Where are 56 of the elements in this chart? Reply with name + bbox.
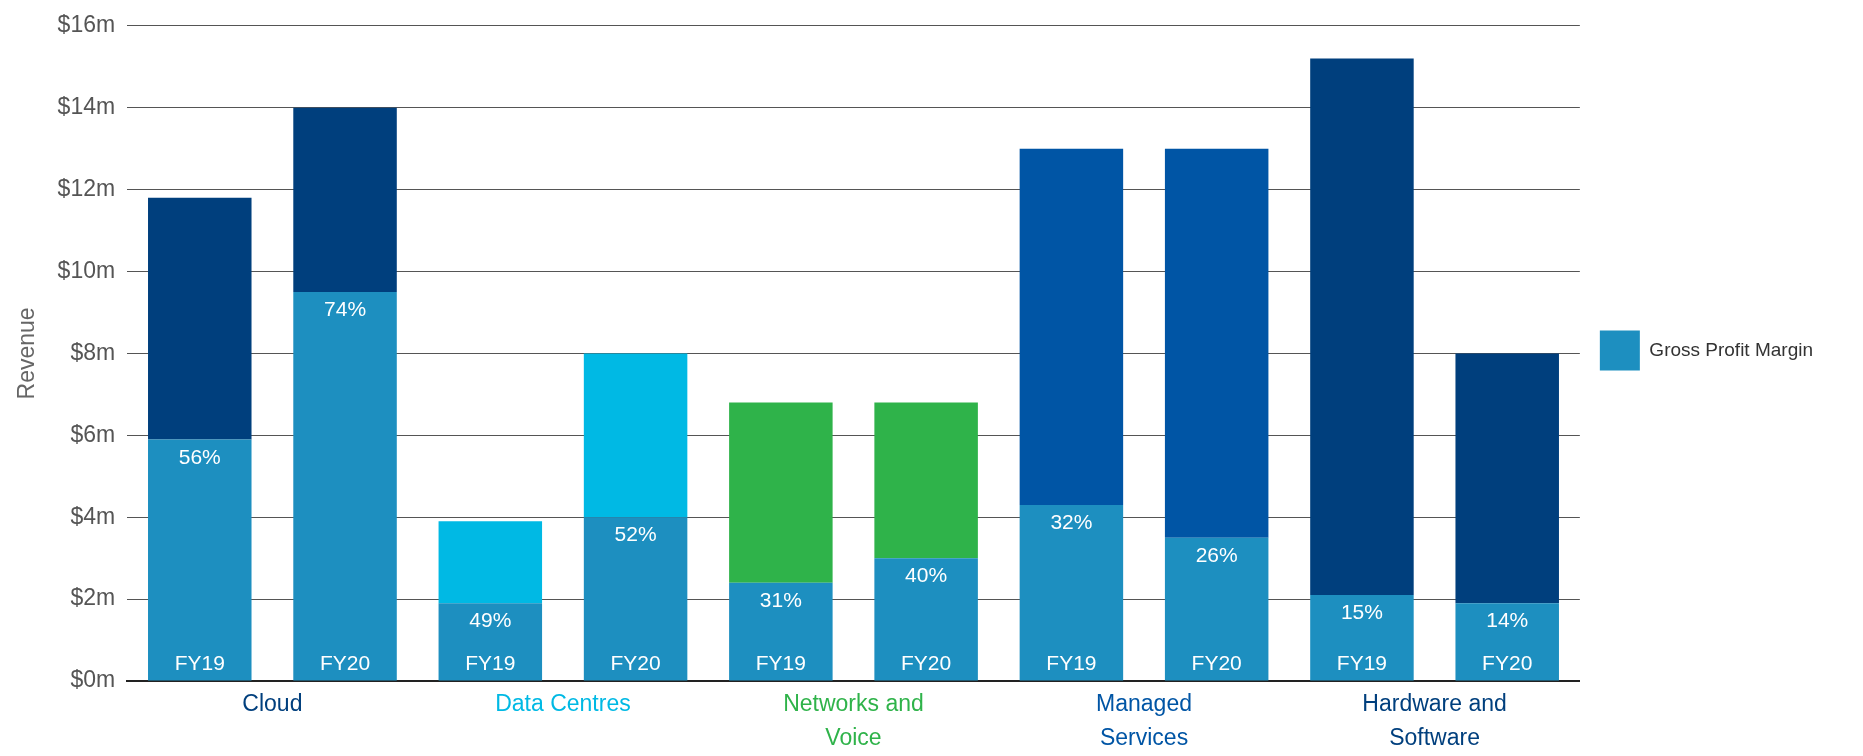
bar (1455, 603, 1559, 681)
x-tick-label: FY19 (755, 651, 806, 675)
bar (1310, 58, 1414, 596)
x-tick-label: FY19 (174, 651, 225, 675)
x-tick-label: FY20 (319, 651, 371, 675)
annotation: 49% (469, 608, 512, 632)
x-tick-label: FY20 (1482, 651, 1533, 675)
y-tick-label: $0m (70, 666, 116, 693)
annotation: 56% (178, 444, 221, 468)
annotation: 74% (324, 297, 367, 321)
annotation: 14% (1486, 608, 1529, 632)
bar (293, 291, 397, 681)
text: Cloud (242, 689, 303, 716)
bar (438, 603, 543, 681)
y-tick-label: $4m (70, 502, 116, 529)
y-tick-label: $10m (57, 256, 116, 283)
x-tick-label: FY19 (465, 651, 516, 675)
y-tick-label: $2m (70, 584, 116, 611)
y-tick-label: $14m (57, 93, 116, 120)
bar (1019, 504, 1124, 681)
annotation: 26% (1195, 542, 1238, 566)
x-tick-label: FY19 (1046, 651, 1097, 675)
x-tick-label: FY19 (1336, 651, 1388, 675)
x-tick-label: FY20 (610, 651, 661, 675)
y-axis-title: Revenue (13, 307, 40, 400)
legend-label: Gross Profit Margin (1649, 338, 1813, 360)
bar (874, 558, 978, 681)
annotation: 32% (1050, 510, 1093, 534)
text: Networks and Voice (783, 689, 924, 750)
text: Data Centres (495, 689, 631, 716)
bar (148, 439, 252, 681)
annotation: 15% (1340, 600, 1383, 624)
annotation: 40% (905, 563, 948, 587)
bar (1164, 148, 1269, 538)
bar (729, 402, 833, 583)
y-tick-label: $8m (70, 338, 116, 365)
bar (874, 402, 978, 559)
text: Managed Services (1096, 689, 1192, 750)
text: Hardware and Software (1362, 689, 1507, 750)
bar (438, 521, 543, 604)
bar (583, 353, 688, 518)
y-tick-label: $6m (70, 420, 116, 447)
bar (1164, 537, 1269, 681)
bar (1019, 148, 1124, 505)
annotation: 31% (759, 588, 802, 612)
bar (1455, 353, 1559, 604)
bar (1310, 595, 1414, 681)
bar (583, 517, 688, 681)
y-tick-label: $12m (57, 174, 116, 201)
bar (729, 582, 833, 681)
bar (293, 107, 397, 292)
y-tick-label: $16m (57, 11, 116, 38)
x-tick-label: FY20 (1191, 651, 1242, 675)
annotation: 52% (614, 522, 657, 546)
x-tick-label: FY20 (901, 651, 952, 675)
bar (148, 197, 252, 440)
